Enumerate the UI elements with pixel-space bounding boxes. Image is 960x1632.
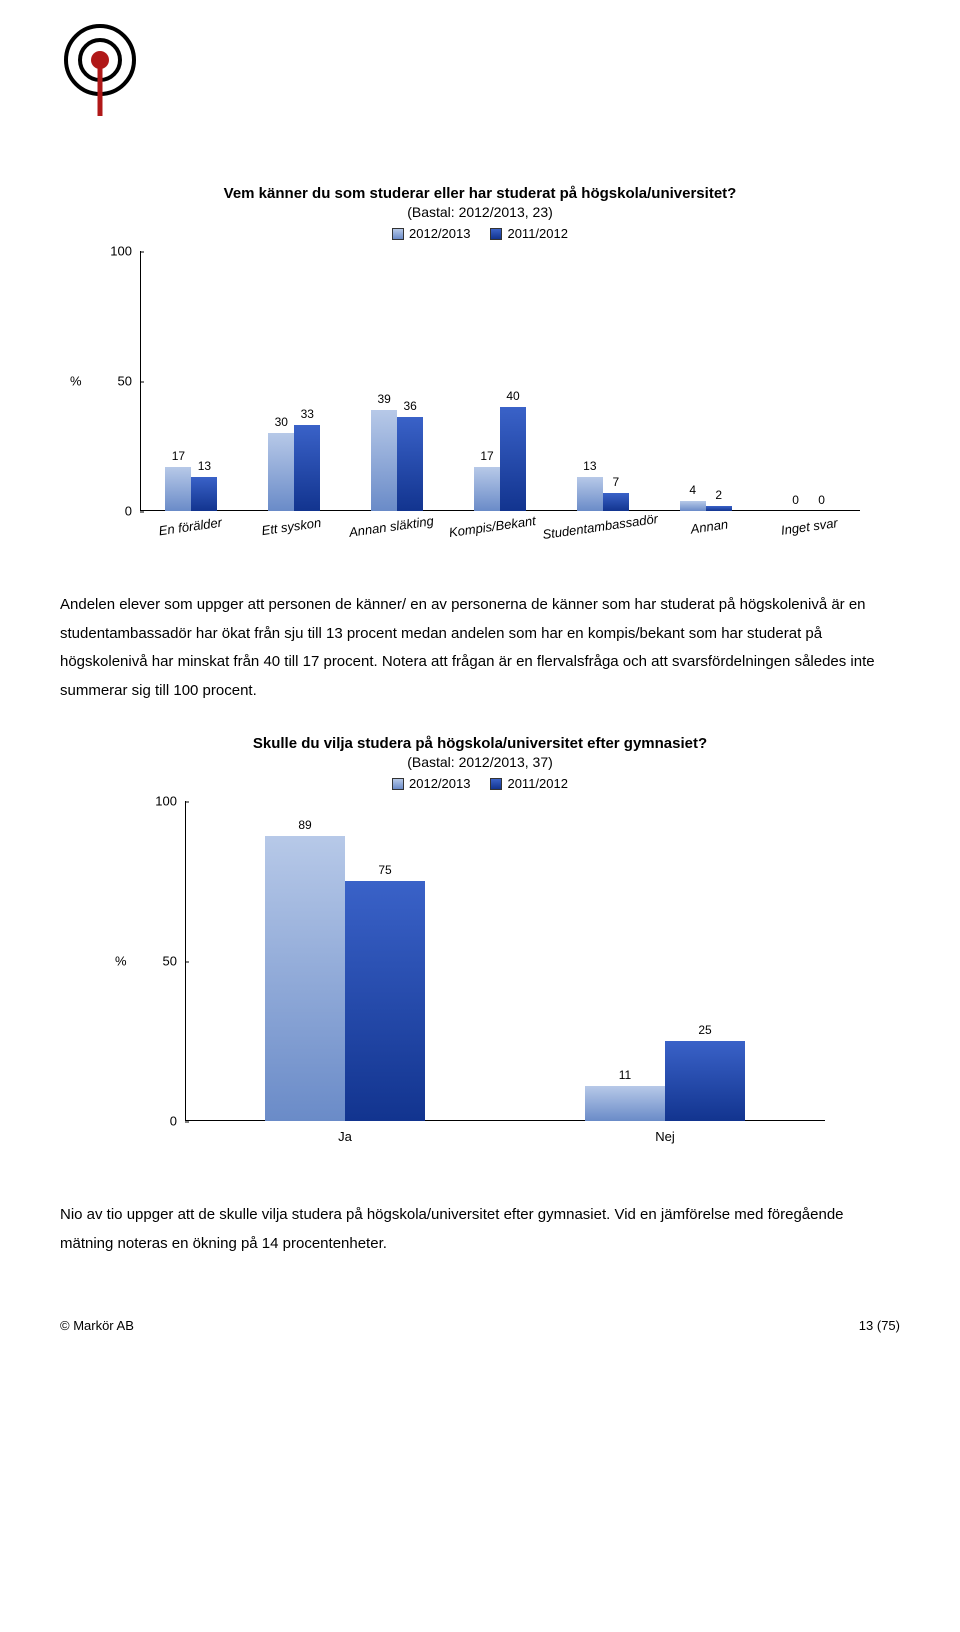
- x-axis-label: Studentambassadör: [542, 511, 659, 542]
- logo: [60, 20, 900, 125]
- chart1-subtitle: (Bastal: 2012/2013, 23): [60, 204, 900, 220]
- y-axis-label: %: [70, 374, 82, 389]
- bar-group: 1740: [449, 251, 552, 511]
- bar-group: 137: [551, 251, 654, 511]
- x-axis-label: Inget svar: [759, 512, 861, 541]
- bar: 11: [585, 1086, 665, 1121]
- bar-value-label: 0: [818, 493, 825, 507]
- y-tick: 50: [90, 374, 140, 389]
- legend-swatch: [392, 778, 404, 790]
- chart2-title: Skulle du vilja studera på högskola/univ…: [60, 735, 900, 752]
- paragraph-2: Nio av tio uppger att de skulle vilja st…: [60, 1201, 900, 1258]
- chart2-legend: 2012/2013 2011/2012: [60, 776, 900, 791]
- bar-value-label: 11: [619, 1068, 631, 1082]
- bar-value-label: 13: [583, 459, 596, 473]
- y-axis-label: %: [115, 954, 127, 969]
- legend-label: 2011/2012: [507, 776, 568, 791]
- bar-value-label: 7: [613, 475, 620, 489]
- bar-value-label: 75: [378, 863, 391, 877]
- bar-group: 1713: [140, 251, 243, 511]
- legend-item: 2011/2012: [490, 226, 568, 241]
- legend-swatch: [392, 228, 404, 240]
- x-axis-label: Annan: [658, 512, 760, 541]
- x-axis-label: Annan släkting: [341, 512, 443, 541]
- legend-label: 2012/2013: [409, 226, 470, 241]
- bar: 39: [371, 410, 397, 511]
- paragraph-1: Andelen elever som uppger att personen d…: [60, 591, 900, 705]
- footer-left: © Markör AB: [60, 1318, 134, 1333]
- chart1: 050100%17133033393617401374200En förälde…: [80, 251, 880, 551]
- legend-swatch: [490, 778, 502, 790]
- bar: 89: [265, 836, 345, 1121]
- bar: 13: [577, 477, 603, 511]
- legend-label: 2012/2013: [409, 776, 470, 791]
- bar: 30: [268, 433, 294, 511]
- y-tick: 0: [90, 504, 140, 519]
- bar-group: 3033: [243, 251, 346, 511]
- bar: 7: [603, 493, 629, 511]
- bar-value-label: 89: [298, 818, 311, 832]
- bar-value-label: 40: [506, 389, 519, 403]
- bar: 17: [474, 467, 500, 511]
- bar: 2: [706, 506, 732, 511]
- legend-label: 2011/2012: [507, 226, 568, 241]
- bar-value-label: 17: [172, 449, 185, 463]
- bar-value-label: 2: [715, 488, 722, 502]
- bar-value-label: 36: [403, 399, 416, 413]
- bar: 13: [191, 477, 217, 511]
- x-axis-label: Ja: [185, 1129, 505, 1144]
- bar-group: 8975: [185, 801, 505, 1121]
- bar-group: 3936: [346, 251, 449, 511]
- bar: 33: [294, 425, 320, 511]
- bar-value-label: 25: [698, 1023, 711, 1037]
- bar: 75: [345, 881, 425, 1121]
- x-axis-label: Nej: [505, 1129, 825, 1144]
- y-tick: 100: [90, 244, 140, 259]
- legend-item: 2012/2013: [392, 226, 470, 241]
- bar: 36: [397, 417, 423, 511]
- chart1-title: Vem känner du som studerar eller har stu…: [60, 185, 900, 202]
- chart2-subtitle: (Bastal: 2012/2013, 37): [60, 754, 900, 770]
- bar: 25: [665, 1041, 745, 1121]
- bar-value-label: 13: [198, 459, 211, 473]
- bar-value-label: 33: [301, 407, 314, 421]
- y-tick: 50: [135, 954, 185, 969]
- bar-value-label: 4: [689, 483, 696, 497]
- bar-group: 1125: [505, 801, 825, 1121]
- bar-value-label: 30: [275, 415, 288, 429]
- chart1-legend: 2012/2013 2011/2012: [60, 226, 900, 241]
- bar-group: 00: [757, 251, 860, 511]
- bar-value-label: 17: [480, 449, 493, 463]
- bar-value-label: 39: [377, 392, 390, 406]
- bar: 40: [500, 407, 526, 511]
- y-tick: 0: [135, 1114, 185, 1129]
- chart2: 050100%89751125JaNej: [115, 801, 845, 1161]
- x-axis-label: En förälder: [139, 512, 241, 541]
- bar: 17: [165, 467, 191, 511]
- legend-swatch: [490, 228, 502, 240]
- legend-item: 2012/2013: [392, 776, 470, 791]
- footer-right: 13 (75): [859, 1318, 900, 1333]
- legend-item: 2011/2012: [490, 776, 568, 791]
- bar: 4: [680, 501, 706, 511]
- bar-value-label: 0: [792, 493, 799, 507]
- x-axis-label: Kompis/Bekant: [441, 512, 543, 541]
- bar-group: 42: [654, 251, 757, 511]
- y-tick: 100: [135, 794, 185, 809]
- x-axis-label: Ett syskon: [240, 512, 342, 541]
